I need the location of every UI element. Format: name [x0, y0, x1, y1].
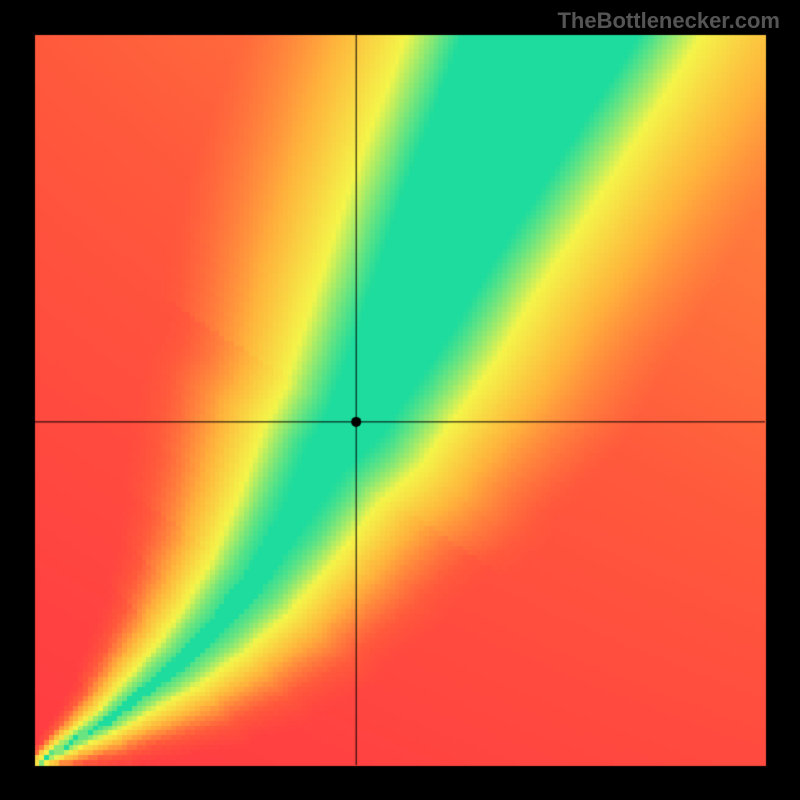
watermark-text: TheBottlenecker.com	[557, 8, 780, 34]
bottleneck-heatmap	[0, 0, 800, 800]
chart-container: TheBottlenecker.com	[0, 0, 800, 800]
